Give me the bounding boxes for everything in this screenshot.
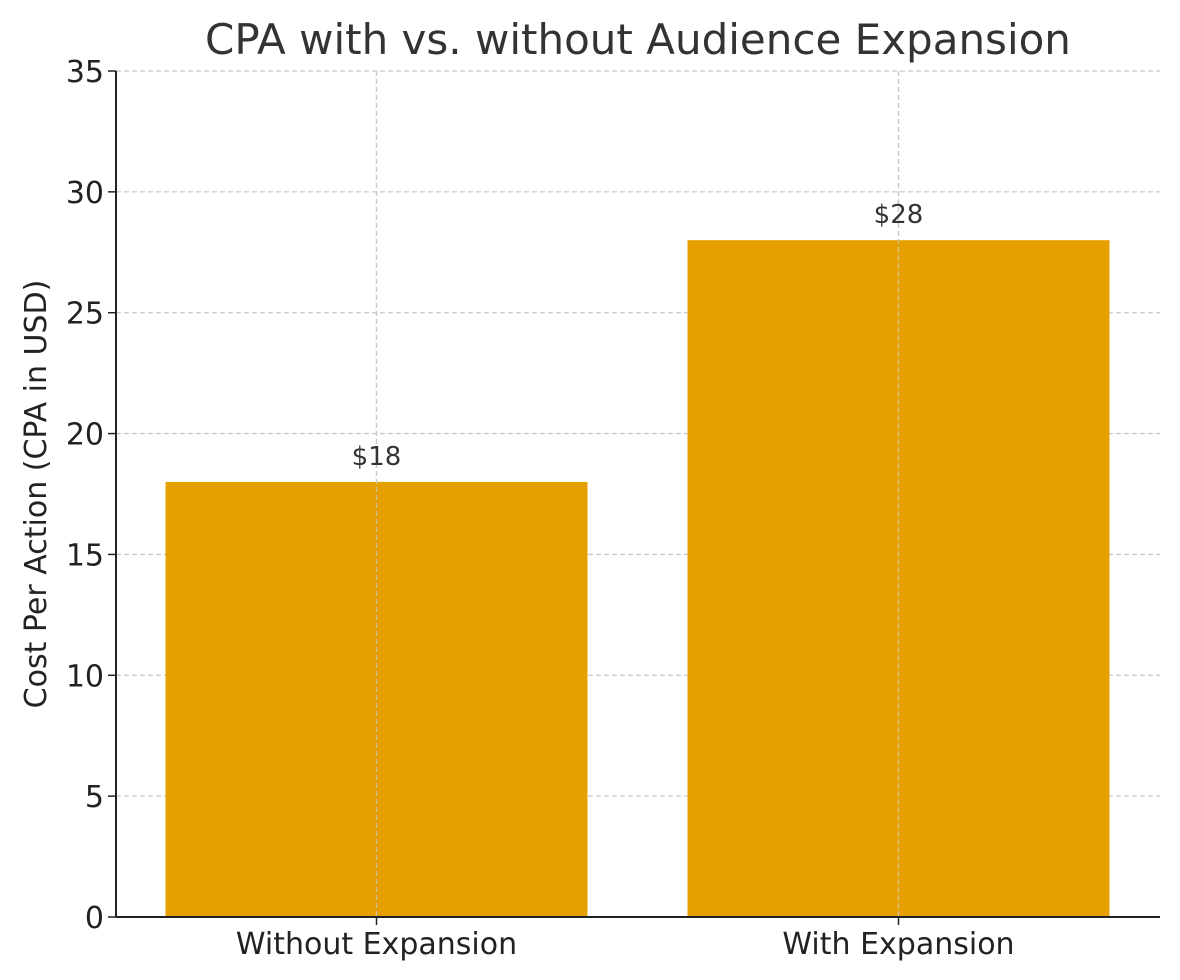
- y-tick-label: 15: [66, 538, 104, 573]
- axes: 0 5 10 15 20 25 30 35 Without Expansion With Expa…: [66, 55, 1160, 962]
- chart-title: CPA with vs. without Audience Expansion: [205, 15, 1071, 64]
- y-tick-label: 20: [66, 418, 104, 453]
- x-tick-label: With Expansion: [782, 927, 1014, 962]
- bars: $18 $28: [165, 71, 1110, 917]
- y-axis-label: Cost Per Action (CPA in USD): [19, 280, 54, 709]
- data-label: $18: [352, 442, 402, 472]
- y-tick-label: 10: [66, 659, 104, 694]
- x-tick-label: Without Expansion: [236, 927, 517, 962]
- data-label: $28: [874, 200, 924, 230]
- y-tick-label: 25: [66, 297, 104, 332]
- y-tick-label: 35: [66, 55, 104, 90]
- y-tick-label: 5: [85, 780, 104, 815]
- y-tick-label: 0: [85, 901, 104, 936]
- y-tick-label: 30: [66, 176, 104, 211]
